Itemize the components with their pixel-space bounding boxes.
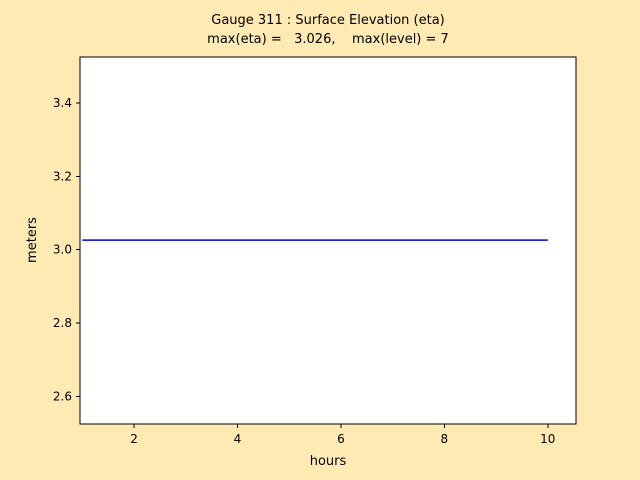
y-tick-label: 3.2: [53, 169, 72, 183]
y-tick-label: 2.8: [53, 316, 72, 330]
chart-title: Gauge 311 : Surface Elevation (eta): [211, 13, 445, 28]
x-axis-label: hours: [309, 454, 347, 469]
x-tick-label: 10: [540, 432, 555, 446]
x-tick-label: 8: [441, 432, 449, 446]
chart-subtitle: max(eta) = 3.026, max(level) = 7: [207, 32, 449, 47]
x-tick-label: 2: [130, 432, 138, 446]
x-tick-label: 4: [234, 432, 242, 446]
y-tick-label: 2.6: [53, 389, 72, 403]
y-tick-label: 3.0: [53, 243, 72, 257]
x-tick-label: 6: [337, 432, 345, 446]
y-tick-label: 3.4: [53, 96, 72, 110]
